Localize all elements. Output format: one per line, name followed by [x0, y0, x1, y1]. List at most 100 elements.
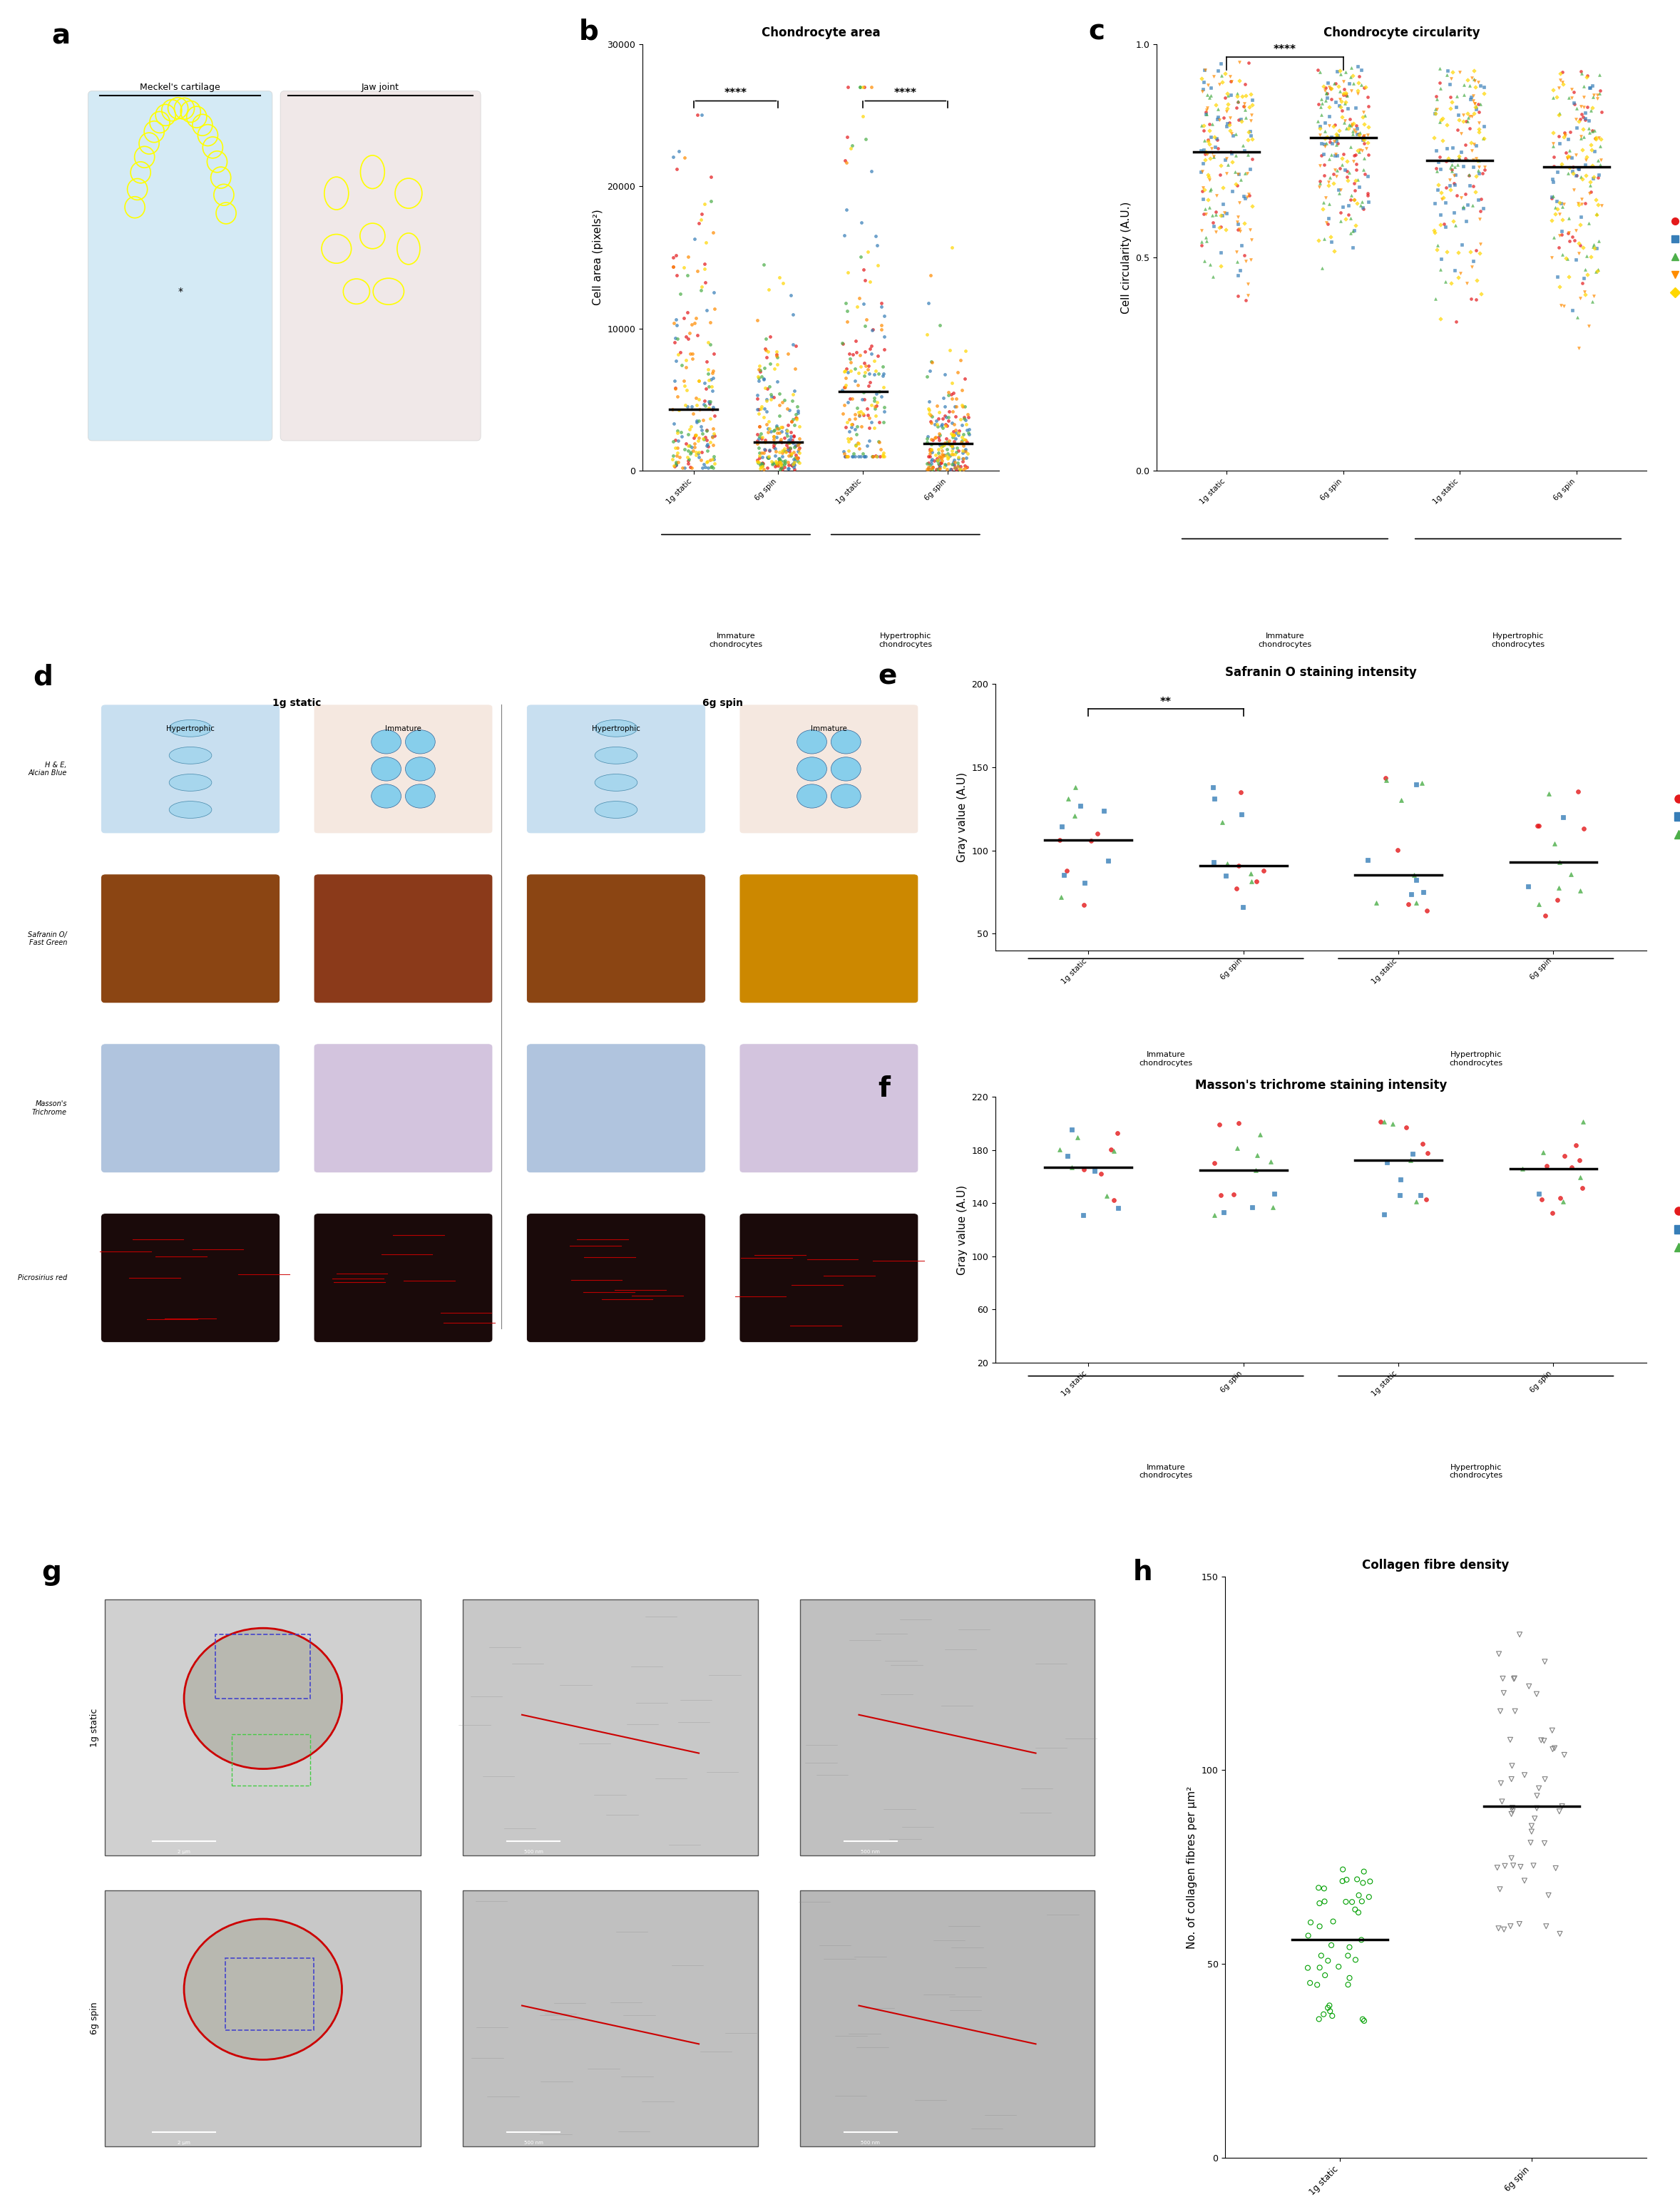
Point: [1453, 103, 1480, 139]
Point: [1307, 110, 1334, 145]
Point: [1546, 1916, 1572, 1951]
Point: [687, 443, 714, 478]
Point: [1342, 145, 1369, 181]
FancyBboxPatch shape: [739, 705, 919, 835]
Point: [1460, 77, 1487, 112]
Point: [1569, 229, 1596, 264]
Point: [1324, 139, 1351, 174]
Y-axis label: No. of collagen fibres per μm²: No. of collagen fibres per μm²: [1186, 1786, 1198, 1949]
Point: [1230, 128, 1257, 163]
Point: [690, 388, 717, 423]
Point: [763, 410, 790, 445]
Point: [749, 440, 776, 476]
Point: [1423, 79, 1450, 115]
Point: [1080, 1154, 1107, 1189]
Point: [1201, 1145, 1228, 1180]
Point: [1421, 95, 1448, 130]
Point: [781, 374, 808, 410]
Point: [674, 372, 701, 407]
Point: [769, 443, 796, 478]
Point: [1231, 66, 1258, 101]
Point: [1583, 121, 1609, 156]
Point: [926, 432, 953, 467]
Point: [1472, 152, 1499, 187]
Text: c: c: [1089, 18, 1104, 46]
Point: [753, 381, 780, 416]
Point: [939, 429, 966, 465]
Point: [951, 416, 978, 451]
Text: Jaw joint: Jaw joint: [361, 81, 400, 92]
Point: [758, 377, 785, 412]
Point: [837, 381, 864, 416]
Y-axis label: Gray value (A.U): Gray value (A.U): [958, 773, 968, 863]
Point: [1218, 137, 1245, 172]
Title: Chondrocyte circularity: Chondrocyte circularity: [1324, 26, 1480, 40]
Point: [1556, 216, 1583, 251]
Point: [1556, 260, 1583, 295]
Point: [1320, 165, 1347, 200]
Point: [1525, 887, 1552, 923]
Point: [949, 445, 976, 480]
Bar: [106, 1892, 422, 2147]
Point: [934, 377, 961, 412]
Point: [749, 445, 776, 480]
Point: [1567, 121, 1594, 156]
Point: [857, 333, 884, 368]
Point: [845, 425, 872, 460]
Point: [951, 451, 978, 487]
Point: [1539, 1196, 1566, 1231]
Point: [1342, 163, 1369, 198]
Point: [1221, 154, 1248, 189]
Point: [1552, 134, 1579, 170]
Point: [781, 451, 808, 487]
Point: [1551, 187, 1578, 222]
Bar: [464, 1599, 758, 1856]
Text: 1g static: 1g static: [91, 1709, 99, 1746]
Point: [942, 434, 969, 469]
Point: [1468, 181, 1495, 216]
Point: [1562, 90, 1589, 126]
Point: [845, 355, 872, 390]
Point: [1310, 148, 1337, 183]
Point: [1304, 103, 1331, 139]
Point: [1581, 121, 1608, 156]
Title: Chondrocyte area: Chondrocyte area: [761, 26, 880, 40]
Point: [1326, 172, 1352, 207]
Point: [748, 359, 774, 394]
Point: [759, 414, 786, 449]
Point: [837, 341, 864, 377]
Point: [664, 438, 690, 473]
Point: [1238, 121, 1265, 156]
Point: [1467, 227, 1494, 262]
Point: [675, 443, 702, 478]
Point: [1203, 121, 1230, 156]
Text: Safranin O/
Fast Green: Safranin O/ Fast Green: [29, 931, 67, 947]
Point: [1104, 1114, 1131, 1149]
Point: [1569, 99, 1596, 134]
Point: [1213, 211, 1240, 247]
Point: [1201, 59, 1228, 95]
Point: [862, 352, 889, 388]
Point: [1572, 159, 1599, 194]
Point: [939, 381, 966, 416]
Point: [1337, 101, 1364, 137]
Ellipse shape: [170, 720, 212, 738]
Point: [1567, 101, 1594, 137]
Point: [1230, 88, 1257, 123]
Point: [847, 68, 874, 103]
Point: [1231, 86, 1258, 121]
Point: [1332, 86, 1359, 121]
Point: [699, 361, 726, 396]
Point: [1532, 1645, 1559, 1680]
Point: [778, 414, 805, 449]
Point: [674, 390, 701, 425]
Point: [1539, 178, 1566, 214]
Point: [684, 388, 711, 423]
Point: [1455, 159, 1482, 194]
Point: [1317, 70, 1344, 106]
Point: [781, 440, 808, 476]
Point: [916, 383, 942, 418]
Point: [1462, 70, 1488, 106]
Point: [954, 436, 981, 471]
Point: [660, 139, 687, 174]
